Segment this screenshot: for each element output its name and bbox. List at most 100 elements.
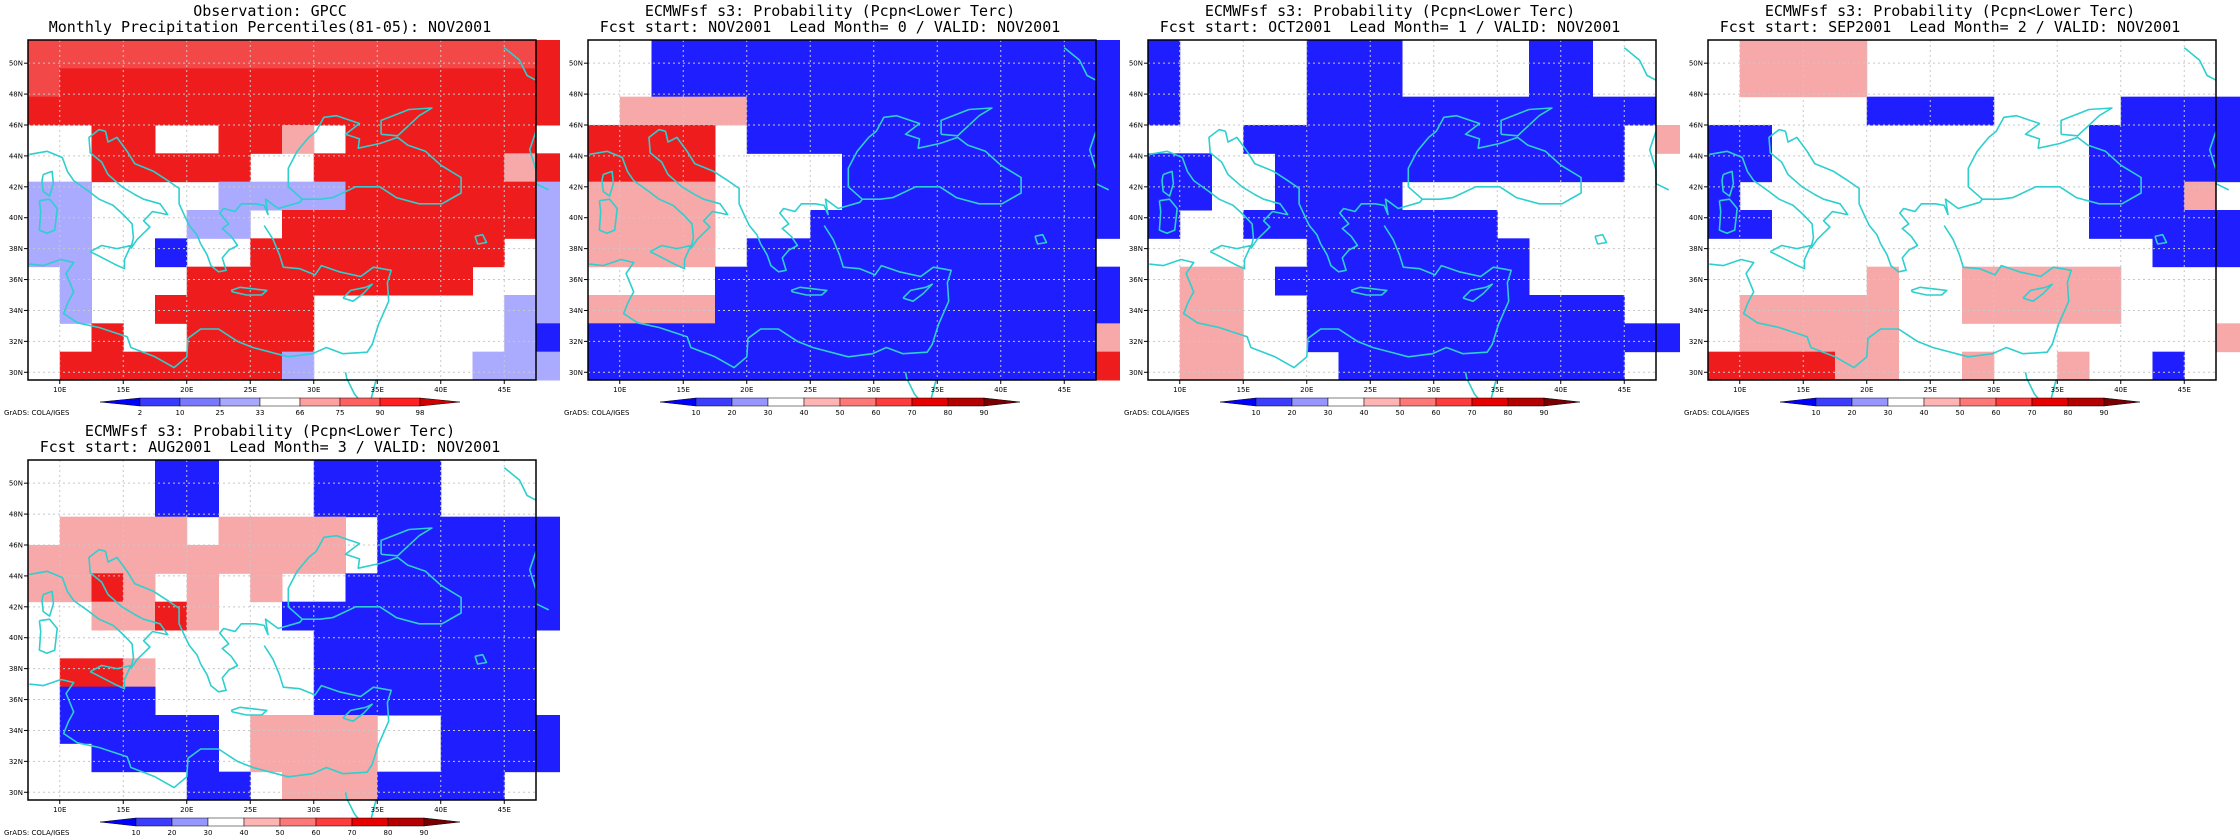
grid-cell [1306,210,1339,239]
grid-cell [91,96,124,126]
grid-cell [377,460,410,489]
lat-tick-label: 34N [1129,307,1143,315]
grid-cell [345,771,378,801]
grid-cell [472,40,505,69]
lon-tick-label: 15E [1797,386,1810,394]
grid-cell [2152,125,2185,154]
grid-cell [873,238,906,268]
grid-cell [2216,210,2240,239]
grid-cell [472,125,505,154]
grid-cell [250,323,283,353]
lat-tick-label: 50N [1129,60,1143,68]
grid-cell [59,658,92,688]
grid-cell [345,743,378,773]
grid-cell [842,40,875,69]
grid-cell [842,295,875,324]
lat-tick-label: 34N [1689,307,1703,315]
colorbar-label: 10 [692,409,701,417]
lat-tick-label: 32N [9,338,23,346]
grid-cell [588,153,621,183]
grid-cell [123,715,156,744]
grid-cell [409,153,442,183]
grid-cell [1032,351,1065,381]
grid-cell [588,323,621,353]
grid-cell [683,40,716,69]
grid-cell [1708,153,1741,183]
lat-tick-label: 42N [569,183,583,191]
panel-lead-0: ECMWFsf s3: Probability (Pcpn<Lower Terc… [560,0,1120,420]
grid-cell [651,181,684,211]
grid-cell [1497,323,1530,353]
grid-cell [536,96,560,126]
grid-cell [1739,210,1772,239]
lat-tick-label: 30N [9,369,23,377]
lat-tick-label: 42N [9,603,23,611]
grid-cell [250,351,283,381]
grid-cell [873,351,906,381]
lat-tick-label: 38N [1689,245,1703,253]
coastline [664,131,762,245]
grid-cell [186,460,219,489]
colorbar-label: 10 [176,409,185,417]
map-frame [587,39,1097,381]
grid-cell [1275,181,1308,211]
gridlines [588,40,1096,380]
grid-cell [1032,153,1065,183]
coastline [589,150,695,249]
grid-cell [1465,351,1498,381]
grid-cell [313,630,346,659]
grid-cell [619,351,652,381]
lon-tick-label: 15E [1237,386,1250,394]
lat-tick-label: 44N [1129,152,1143,160]
lon-tick-label: 35E [371,386,384,394]
lon-tick-label: 10E [53,386,66,394]
grid-cell [778,323,811,353]
grid-cell [1560,295,1593,324]
grid-cell [969,40,1002,69]
colorbar-swatch [219,397,261,407]
grid-cell [313,153,346,183]
grid-cell [440,96,473,126]
lat-tick-label: 30N [1129,369,1143,377]
lon-tick-label: 20E [180,386,193,394]
grid-cell [313,516,346,546]
grid-cell [810,96,843,126]
coastline [1967,114,2142,205]
lon-tick-label: 45E [1058,386,1071,394]
grid-cell [1148,40,1181,69]
grid-cell [186,573,219,603]
grid-cell [472,601,505,631]
colorbar-label: 30 [764,409,773,417]
lat-tick-label: 32N [1129,338,1143,346]
lon-tick-label: 30E [1987,386,2000,394]
colorbar-swatch [659,397,697,407]
colorbar: 10 20 30 40 50 60 70 80 90 [659,397,1021,417]
colorbar-swatch [2067,397,2105,407]
grid-cell [1433,295,1466,324]
grid-cell [1592,323,1625,353]
grid-cell [905,40,938,69]
lat-tick-label: 40N [1689,214,1703,222]
colorbar-swatch [1471,397,1509,407]
grid-cell [1962,96,1995,126]
grid-cell [345,125,378,154]
grid-cell [504,153,537,183]
grid-cell [59,351,92,381]
lon-tick-label: 15E [117,386,130,394]
grid-cell [218,40,251,69]
grid-cell [1032,96,1065,126]
grid-cell [155,516,188,546]
grid-cell [218,351,251,381]
grid-cell [905,125,938,154]
grid-cell [2184,210,2217,239]
data-grid-cells [588,40,1120,381]
grid-cell [1211,323,1244,353]
grid-cell [186,601,219,631]
grid-cell [1148,68,1181,98]
grid-cell [937,210,970,239]
grid-cell [345,658,378,688]
grid-cell [91,516,124,546]
grid-cell [345,238,378,268]
grid-cell [377,630,410,659]
grid-cell [313,238,346,268]
